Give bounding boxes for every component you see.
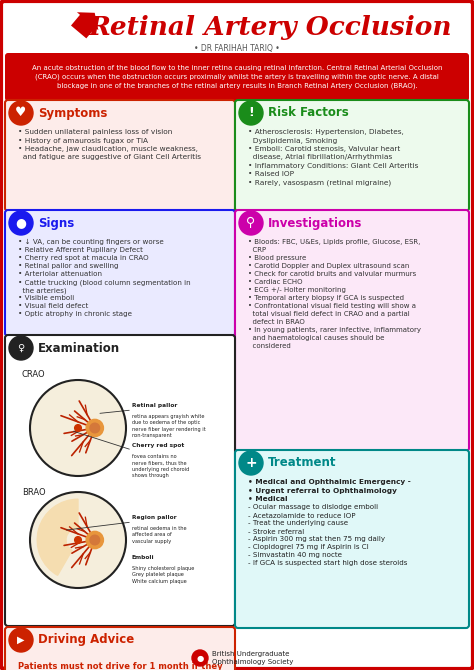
Text: - Clopidogrel 75 mg if Aspirin is CI: - Clopidogrel 75 mg if Aspirin is CI xyxy=(248,545,369,551)
Text: • Bloods: FBC, U&Es, Lipids profile, Glucose, ESR,: • Bloods: FBC, U&Es, Lipids profile, Glu… xyxy=(248,239,420,245)
Circle shape xyxy=(30,492,126,588)
Text: retinal oedema in the
affected area of
vascular supply: retinal oedema in the affected area of v… xyxy=(132,520,187,543)
Text: and fatigue are suggestive of Giant Cell Arteritis: and fatigue are suggestive of Giant Cell… xyxy=(18,155,201,161)
Text: • DR FARIHAH TARIQ •: • DR FARIHAH TARIQ • xyxy=(194,44,280,52)
Text: - Stroke referral: - Stroke referral xyxy=(248,529,304,535)
Text: - Ocular massage to dislodge emboli: - Ocular massage to dislodge emboli xyxy=(248,505,378,511)
Text: • Relative Afferent Pupillary Defect: • Relative Afferent Pupillary Defect xyxy=(18,247,143,253)
Text: ●: ● xyxy=(16,216,27,230)
Text: CRP: CRP xyxy=(248,247,266,253)
Text: ▶: ▶ xyxy=(17,635,25,645)
Text: • Medical and Ophthalmic Emergency -: • Medical and Ophthalmic Emergency - xyxy=(248,479,411,485)
Text: • Confrontational visual field testing will show a: • Confrontational visual field testing w… xyxy=(248,303,416,309)
Text: and haematological causes should be: and haematological causes should be xyxy=(248,335,384,341)
Text: BRAO: BRAO xyxy=(22,488,46,497)
Text: total visual field defect in CRAO and a partial: total visual field defect in CRAO and a … xyxy=(248,311,410,317)
Text: Dyslipidemia, Smoking: Dyslipidemia, Smoking xyxy=(248,137,337,143)
FancyBboxPatch shape xyxy=(5,335,235,626)
Text: • Urgent referral to Ophthalmology: • Urgent referral to Ophthalmology xyxy=(248,488,397,494)
Text: • Blood pressure: • Blood pressure xyxy=(248,255,306,261)
Text: fovea contains no
nerve fibers, thus the
underlying red choroid
shows through: fovea contains no nerve fibers, thus the… xyxy=(132,448,189,478)
Text: Risk Factors: Risk Factors xyxy=(268,107,349,119)
Text: !: ! xyxy=(248,107,254,119)
FancyBboxPatch shape xyxy=(5,100,235,211)
Text: ♥: ♥ xyxy=(15,107,27,119)
Circle shape xyxy=(239,101,263,125)
Text: - Simvastatin 40 mg nocte: - Simvastatin 40 mg nocte xyxy=(248,553,342,559)
Wedge shape xyxy=(37,499,78,576)
Circle shape xyxy=(9,336,33,360)
Text: • In young patients, rarer infective, inflammatory: • In young patients, rarer infective, in… xyxy=(248,327,421,333)
Text: considered: considered xyxy=(248,343,291,349)
Text: defect in BRAO: defect in BRAO xyxy=(248,319,305,325)
Circle shape xyxy=(74,537,82,543)
Text: ●: ● xyxy=(196,653,204,663)
Text: - Acetazolamide to reduce IOP: - Acetazolamide to reduce IOP xyxy=(248,513,356,519)
Polygon shape xyxy=(71,12,99,38)
Text: • Inflammatory Conditions: Giant Cell Arteritis: • Inflammatory Conditions: Giant Cell Ar… xyxy=(248,163,419,169)
Text: Examination: Examination xyxy=(38,342,120,354)
Text: CRAO: CRAO xyxy=(22,370,46,379)
Text: - Aspirin 300 mg stat then 75 mg daily: - Aspirin 300 mg stat then 75 mg daily xyxy=(248,537,385,543)
Text: Emboli: Emboli xyxy=(132,555,155,560)
Text: • Atherosclerosis: Hypertension, Diabetes,: • Atherosclerosis: Hypertension, Diabete… xyxy=(248,129,404,135)
FancyBboxPatch shape xyxy=(5,627,235,670)
FancyBboxPatch shape xyxy=(5,53,469,101)
Text: • Rarely, vasospasm (retinal migraine): • Rarely, vasospasm (retinal migraine) xyxy=(248,180,391,186)
Text: Patients must not drive for 1 month if they
have had a TIA: Patients must not drive for 1 month if t… xyxy=(18,662,222,670)
Text: • Medical: • Medical xyxy=(248,496,288,502)
Text: • Optic atrophy in chronic stage: • Optic atrophy in chronic stage xyxy=(18,311,132,317)
Text: • Cherry red spot at macula in CRAO: • Cherry red spot at macula in CRAO xyxy=(18,255,149,261)
Text: +: + xyxy=(245,456,257,470)
Text: Symptoms: Symptoms xyxy=(38,107,108,119)
Text: • Check for carotid bruits and valvular murmurs: • Check for carotid bruits and valvular … xyxy=(248,271,416,277)
Text: • Temporal artery biopsy if GCA is suspected: • Temporal artery biopsy if GCA is suspe… xyxy=(248,295,404,301)
Text: - Treat the underlying cause: - Treat the underlying cause xyxy=(248,521,348,527)
FancyBboxPatch shape xyxy=(235,450,469,628)
Circle shape xyxy=(9,211,33,235)
Text: • Retinal pallor and swelling: • Retinal pallor and swelling xyxy=(18,263,118,269)
Text: Retinal Artery Occlusion: Retinal Artery Occlusion xyxy=(88,15,452,40)
Circle shape xyxy=(192,650,208,666)
Text: British Undergraduate
Ophthalmology Society: British Undergraduate Ophthalmology Soci… xyxy=(212,651,293,665)
FancyBboxPatch shape xyxy=(235,100,469,211)
Text: • Raised IOP: • Raised IOP xyxy=(248,172,294,178)
Circle shape xyxy=(239,451,263,475)
Circle shape xyxy=(74,425,82,431)
Text: • Sudden unilateral painless loss of vision: • Sudden unilateral painless loss of vis… xyxy=(18,129,173,135)
Text: • Cardiac ECHO: • Cardiac ECHO xyxy=(248,279,302,285)
Text: ♀: ♀ xyxy=(18,343,25,353)
Text: Driving Advice: Driving Advice xyxy=(38,634,134,647)
Circle shape xyxy=(239,211,263,235)
Text: • Emboli: Carotid stenosis, Valvular heart: • Emboli: Carotid stenosis, Valvular hea… xyxy=(248,146,400,152)
Text: • Visible emboli: • Visible emboli xyxy=(18,295,74,301)
Circle shape xyxy=(9,101,33,125)
Text: An acute obstruction of the blood flow to the inner retina causing retinal infar: An acute obstruction of the blood flow t… xyxy=(32,65,442,89)
Text: • Arteriolar attenuation: • Arteriolar attenuation xyxy=(18,271,102,277)
Text: Signs: Signs xyxy=(38,216,74,230)
Text: • ↓ VA, can be counting fingers or worse: • ↓ VA, can be counting fingers or worse xyxy=(18,239,164,245)
Text: Region pallor: Region pallor xyxy=(132,515,177,520)
Text: • History of amaurosis fugax or TIA: • History of amaurosis fugax or TIA xyxy=(18,137,148,143)
Text: • Visual field defect: • Visual field defect xyxy=(18,303,88,309)
Text: - If GCA is suspected start high dose steroids: - If GCA is suspected start high dose st… xyxy=(248,561,407,567)
Text: • Carotid Doppler and Duplex ultrasound scan: • Carotid Doppler and Duplex ultrasound … xyxy=(248,263,410,269)
Text: the arteries): the arteries) xyxy=(18,287,67,293)
Text: • Cattle trucking (blood column segmentation in: • Cattle trucking (blood column segmenta… xyxy=(18,279,191,285)
Text: • Headache, jaw claudication, muscle weakness,: • Headache, jaw claudication, muscle wea… xyxy=(18,146,198,152)
Circle shape xyxy=(90,423,100,433)
Circle shape xyxy=(86,419,103,437)
Circle shape xyxy=(86,531,103,549)
Text: disease, Atrial fibrillation/Arrhythmias: disease, Atrial fibrillation/Arrhythmias xyxy=(248,155,392,161)
Circle shape xyxy=(30,380,126,476)
Circle shape xyxy=(90,535,100,545)
Text: ⚲: ⚲ xyxy=(246,216,255,230)
Text: Cherry red spot: Cherry red spot xyxy=(132,443,184,448)
Text: Investigations: Investigations xyxy=(268,216,363,230)
Text: • ECG +/- Holter monitoring: • ECG +/- Holter monitoring xyxy=(248,287,346,293)
Text: retina appears grayish white
due to oedema of the optic
nerve fiber layer render: retina appears grayish white due to oede… xyxy=(132,408,206,438)
Circle shape xyxy=(9,628,33,652)
FancyBboxPatch shape xyxy=(235,210,469,451)
FancyBboxPatch shape xyxy=(5,210,235,336)
